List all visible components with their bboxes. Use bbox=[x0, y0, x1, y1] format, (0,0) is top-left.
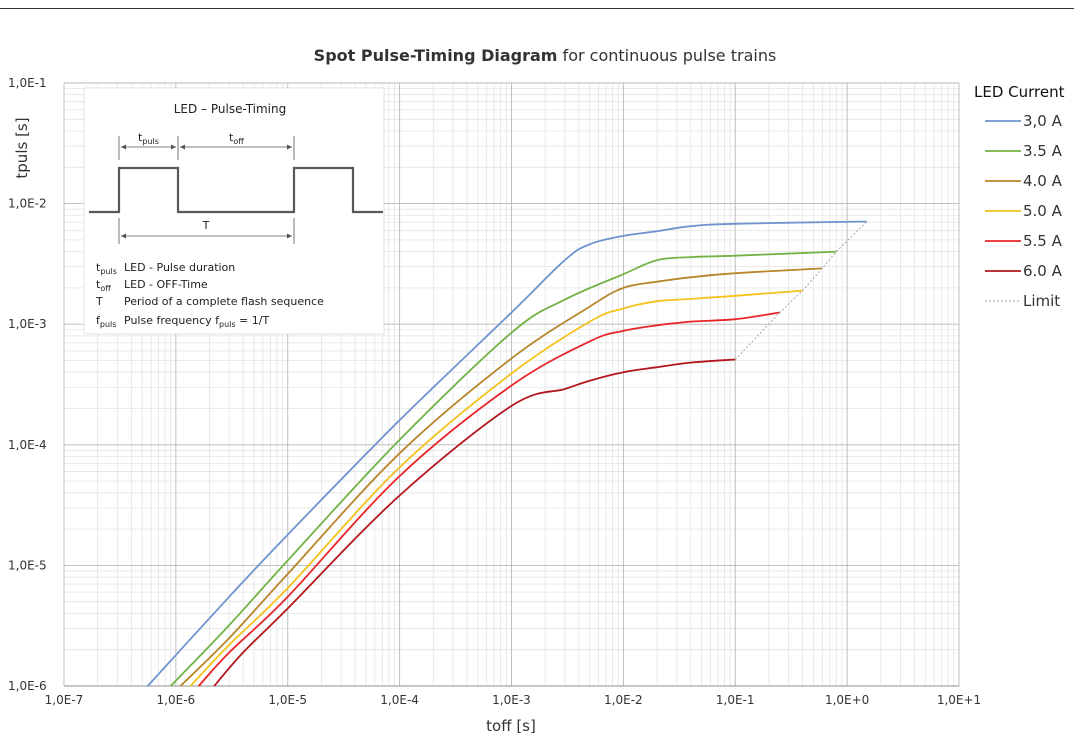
series-lines bbox=[147, 220, 868, 687]
x-tick-label: 1,0E-3 bbox=[492, 693, 531, 707]
chart-title: Spot Pulse-Timing Diagram for continuous… bbox=[314, 46, 777, 65]
x-tick-label: 1,0E+0 bbox=[825, 693, 869, 707]
legend-label: 4.0 A bbox=[1023, 172, 1063, 190]
tpuls-dim-label: tpuls bbox=[138, 131, 159, 146]
inset-box: LED – Pulse-Timing tpuls toff T tpuls LED… bbox=[83, 87, 385, 335]
series-line-5-5-a bbox=[198, 311, 780, 687]
inset-legend: tpuls LED - Pulse duration toff LED - OFF-T… bbox=[95, 261, 324, 329]
series-line-3-5-a bbox=[170, 250, 837, 687]
inset-title: LED – Pulse-Timing bbox=[174, 102, 287, 116]
top-rule bbox=[0, 8, 1074, 9]
y-tick-label: 1,0E-6 bbox=[8, 679, 47, 693]
x-tick-label: 1,0E-4 bbox=[380, 693, 419, 707]
inset-legend-symbol: toff bbox=[96, 278, 111, 293]
x-tick-label: 1,0E-7 bbox=[45, 693, 84, 707]
series-line-4-0-a bbox=[179, 267, 823, 687]
y-axis-title: tpuls [s] bbox=[13, 117, 31, 178]
inset-legend-symbol: fpuls bbox=[96, 314, 116, 329]
toff-dim-label: toff bbox=[229, 131, 244, 146]
legend-label: 5.0 A bbox=[1023, 202, 1063, 220]
inset-legend-symbol: tpuls bbox=[96, 261, 117, 276]
legend-label: 6.0 A bbox=[1023, 262, 1063, 280]
inset-legend-text: Period of a complete flash sequence bbox=[124, 295, 324, 308]
x-tick-label: 1,0E-6 bbox=[157, 693, 196, 707]
period-label: T bbox=[202, 219, 210, 232]
series-line-limit bbox=[734, 221, 868, 360]
inset-legend-text: Pulse frequency fpuls = 1/T bbox=[124, 314, 269, 329]
inset-legend-text: LED - Pulse duration bbox=[124, 261, 235, 274]
inset-legend-text: LED - OFF-Time bbox=[124, 278, 208, 291]
y-tick-label: 1,0E-5 bbox=[8, 558, 47, 572]
series-line-5-0-a bbox=[189, 289, 803, 687]
y-tick-label: 1,0E-4 bbox=[8, 438, 47, 452]
legend-label: 3,0 A bbox=[1023, 112, 1063, 130]
y-tick-label: 1,0E-1 bbox=[8, 76, 47, 90]
series-line-3-0-a bbox=[147, 220, 867, 687]
legend-label: Limit bbox=[1023, 292, 1060, 310]
legend-label: 5.5 A bbox=[1023, 232, 1063, 250]
pulse-waveform bbox=[89, 166, 383, 214]
x-tick-label: 1,0E-2 bbox=[604, 693, 643, 707]
x-tick-label: 1,0E+1 bbox=[937, 693, 981, 707]
legend: LED Current 3,0 A 3.5 A 4.0 A 5.0 A 5.5 A 6.0 … bbox=[974, 83, 1065, 310]
legend-title: LED Current bbox=[974, 83, 1065, 101]
legend-label: 3.5 A bbox=[1023, 142, 1063, 160]
x-axis-title: toff [s] bbox=[486, 717, 536, 735]
inset-legend-symbol: T bbox=[95, 295, 103, 308]
x-tick-label: 1,0E-5 bbox=[268, 693, 307, 707]
x-tick-label: 1,0E-1 bbox=[716, 693, 755, 707]
y-tick-label: 1,0E-2 bbox=[8, 197, 47, 211]
axis-labels: 1,0E-7 1,0E-6 1,0E-5 1,0E-4 1,0E-3 1,0E-2 1,0E… bbox=[8, 46, 981, 735]
series-line-6-0-a bbox=[213, 358, 736, 687]
y-tick-label: 1,0E-3 bbox=[8, 317, 47, 331]
